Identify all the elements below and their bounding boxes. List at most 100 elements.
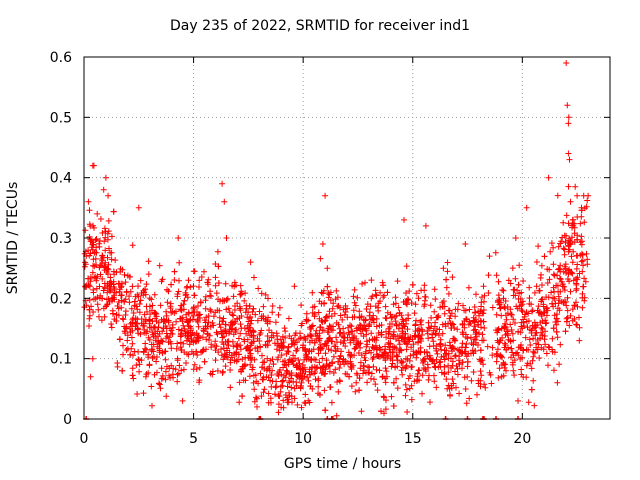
data-point [443,347,450,354]
data-point [425,376,432,383]
data-point [372,287,379,294]
data-point [449,274,456,281]
data-point [515,281,522,288]
data-point [328,338,335,345]
data-point [199,334,206,341]
data-point [114,363,121,370]
data-point [476,330,482,336]
data-point [533,259,540,265]
data-point [451,335,458,342]
data-point [360,370,366,377]
data-point [477,377,484,384]
data-point [520,347,527,354]
data-point [526,336,533,343]
data-point [438,346,445,353]
data-point [129,340,136,347]
data-point [104,265,111,272]
data-point [207,306,214,313]
data-point [541,336,548,343]
data-point [120,351,126,358]
data-point [107,249,114,256]
data-point [377,289,384,296]
data-point [329,359,336,366]
data-point [101,280,108,287]
data-point [403,386,410,393]
data-point [431,286,438,293]
data-point [402,365,409,372]
data-point [107,287,114,294]
data-point [89,355,96,362]
data-point [431,378,438,385]
data-point [105,228,112,235]
data-point [337,329,344,336]
data-point [368,330,375,337]
data-point [408,300,415,306]
data-point [488,380,495,387]
data-point [196,284,202,290]
data-point [536,287,543,294]
data-point [426,343,433,350]
data-point [480,361,487,368]
data-point [432,330,439,337]
data-point [99,230,106,236]
data-point [576,270,583,277]
data-point [438,354,445,360]
data-point [163,335,170,342]
data-point [108,321,115,327]
data-point [550,261,557,268]
data-point [355,350,362,356]
data-point [264,318,271,325]
data-point [463,341,470,347]
data-point [178,327,185,334]
data-point [426,325,433,332]
data-point [223,306,230,313]
data-point [584,197,591,204]
data-point [85,198,92,205]
data-point [466,395,473,402]
data-point [450,321,457,328]
data-point [528,308,535,315]
y-tick-label: 0.2 [50,291,72,307]
data-point [210,322,217,329]
data-point [252,311,259,318]
data-point [519,325,526,332]
data-point [544,266,551,273]
data-point [87,250,94,257]
data-point [565,183,572,190]
data-point [285,344,292,351]
data-point [512,275,519,282]
data-point [146,324,153,331]
data-point [497,337,504,344]
data-point [295,357,302,363]
data-point [345,329,352,336]
data-point [108,233,115,240]
data-point [319,241,326,247]
data-point [510,316,517,323]
data-point [191,268,198,275]
data-point [183,311,190,318]
data-point [402,381,409,388]
data-point [432,364,439,371]
data-point [454,365,461,372]
data-point [136,357,142,364]
data-point [294,339,300,346]
data-point [169,331,176,337]
data-point [309,309,316,316]
data-point [87,373,94,380]
data-point [367,316,374,323]
data-point [508,311,515,318]
data-point [242,290,249,297]
data-point [531,350,538,356]
data-point [294,401,301,408]
data-point [255,285,262,292]
data-point [410,348,417,355]
data-point [213,329,220,336]
data-point [540,346,547,353]
data-point [330,300,337,307]
data-point [461,307,468,314]
data-point [131,348,138,355]
data-point [444,268,451,275]
data-point [412,301,419,308]
data-point [233,342,240,349]
data-point [448,382,455,389]
